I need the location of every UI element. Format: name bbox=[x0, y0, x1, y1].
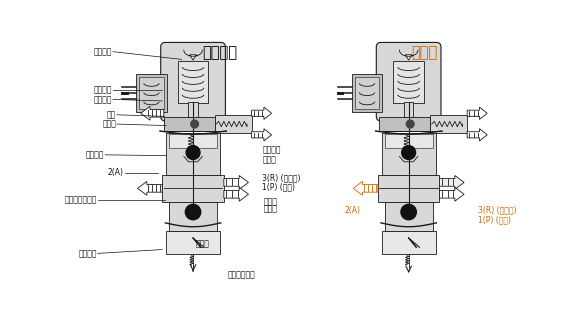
Text: 衔铁: 衔铁 bbox=[107, 110, 116, 119]
Circle shape bbox=[191, 120, 198, 128]
Bar bbox=[162, 175, 224, 202]
Text: 大气压: 大气压 bbox=[195, 240, 209, 249]
Bar bbox=[385, 202, 432, 231]
Text: 先导空气: 先导空气 bbox=[262, 146, 281, 155]
Text: 电磁线圈: 电磁线圈 bbox=[94, 86, 112, 95]
Polygon shape bbox=[439, 187, 464, 201]
Circle shape bbox=[401, 204, 416, 220]
Circle shape bbox=[406, 120, 414, 128]
Bar bbox=[378, 175, 439, 202]
Text: 通电时: 通电时 bbox=[411, 45, 437, 60]
Bar bbox=[404, 102, 413, 117]
Text: 大气口: 大气口 bbox=[262, 155, 276, 164]
Polygon shape bbox=[467, 129, 487, 141]
Polygon shape bbox=[353, 181, 378, 195]
Polygon shape bbox=[190, 55, 196, 60]
Polygon shape bbox=[251, 129, 272, 141]
Bar bbox=[355, 77, 379, 109]
Text: 1(P) (真空): 1(P) (真空) bbox=[262, 183, 295, 192]
Text: 橡胶膜片: 橡胶膜片 bbox=[86, 150, 105, 159]
Bar bbox=[139, 77, 164, 109]
Text: 1(P) (真空): 1(P) (真空) bbox=[478, 216, 511, 225]
Circle shape bbox=[186, 204, 201, 220]
Text: 3(R) (大气压): 3(R) (大气压) bbox=[478, 206, 517, 215]
FancyBboxPatch shape bbox=[161, 43, 225, 121]
Polygon shape bbox=[467, 107, 487, 119]
Bar bbox=[188, 102, 198, 117]
Bar bbox=[136, 74, 167, 112]
Polygon shape bbox=[439, 175, 464, 189]
FancyBboxPatch shape bbox=[376, 43, 441, 121]
Text: 3(R) (大气压): 3(R) (大气压) bbox=[262, 174, 301, 182]
Polygon shape bbox=[251, 107, 272, 119]
Text: 主轴复位弹簧: 主轴复位弹簧 bbox=[228, 271, 255, 279]
Text: 连接口: 连接口 bbox=[264, 204, 278, 213]
Circle shape bbox=[402, 146, 416, 159]
Text: 衔铁弹簧: 衔铁弹簧 bbox=[94, 95, 112, 104]
Polygon shape bbox=[138, 181, 162, 195]
Text: 非通电时: 非通电时 bbox=[202, 45, 238, 60]
Polygon shape bbox=[406, 55, 412, 60]
Text: 橡胶膜片: 橡胶膜片 bbox=[78, 249, 97, 258]
Polygon shape bbox=[140, 106, 164, 120]
Text: 真空吸盒连接口: 真空吸盒连接口 bbox=[64, 195, 97, 204]
Bar bbox=[381, 133, 436, 175]
Polygon shape bbox=[224, 175, 249, 189]
Text: 硅整流子: 硅整流子 bbox=[94, 47, 112, 56]
Bar bbox=[351, 74, 383, 112]
Bar bbox=[385, 134, 432, 148]
Text: 2(A): 2(A) bbox=[108, 168, 124, 177]
Bar bbox=[169, 134, 217, 148]
Bar bbox=[166, 133, 220, 175]
Text: 提升阀: 提升阀 bbox=[102, 119, 116, 129]
Bar bbox=[166, 231, 220, 254]
Bar bbox=[379, 117, 430, 131]
Bar bbox=[169, 202, 217, 231]
Bar bbox=[430, 115, 467, 133]
Bar bbox=[164, 117, 214, 131]
Bar bbox=[393, 61, 424, 103]
Bar bbox=[381, 231, 436, 254]
Circle shape bbox=[186, 146, 200, 159]
Bar bbox=[214, 115, 251, 133]
Text: 2(A): 2(A) bbox=[344, 206, 361, 215]
Text: 真空泵: 真空泵 bbox=[264, 197, 278, 206]
Polygon shape bbox=[224, 187, 249, 201]
Bar bbox=[177, 61, 209, 103]
